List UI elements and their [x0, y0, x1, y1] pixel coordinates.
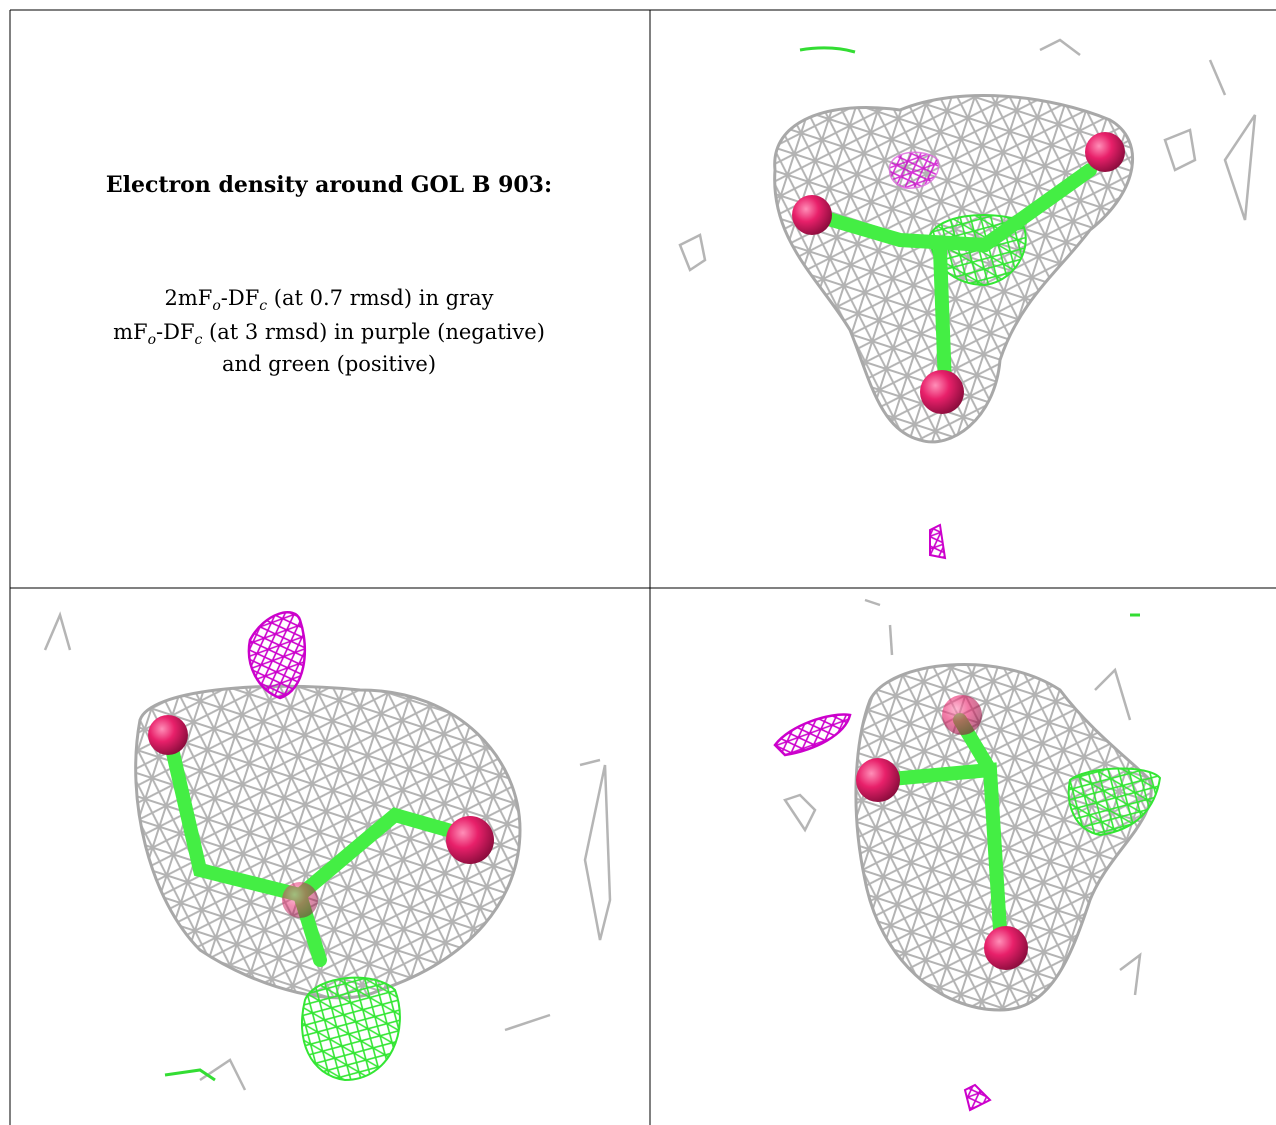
- oxygen-atom: [1085, 132, 1125, 172]
- positive-density-mesh: [300, 976, 401, 1082]
- oxygen-atom: [856, 758, 900, 802]
- oxygen-atom: [446, 816, 494, 864]
- caption-line-gray: 2mFo-DFc (at 0.7 rmsd) in gray: [164, 286, 494, 315]
- view-bottom-right: [773, 598, 1162, 1112]
- negative-density-mesh: [888, 151, 940, 189]
- view-bottom-left: [43, 611, 612, 1091]
- gray-density-mesh: [134, 684, 522, 1000]
- negative-density-mesh: [773, 713, 852, 757]
- gray-density-mesh: [854, 663, 1153, 1012]
- negative-density-mesh: [247, 611, 307, 700]
- positive-density-mesh: [1067, 767, 1162, 837]
- panel-grid: [9, 9, 1276, 1125]
- glycerol-bonds: [808, 163, 1097, 392]
- caption-line-positive: and green (positive): [221, 352, 437, 376]
- oxygen-atom: [984, 926, 1028, 970]
- caption-panel: Electron density around GOL B 903: 2mFo-…: [10, 0, 648, 588]
- oxygen-atom: [148, 715, 188, 755]
- view-top-right: [678, 38, 1257, 560]
- oxygen-atom: [920, 370, 964, 414]
- figure-title: Electron density around GOL B 903:: [105, 172, 553, 198]
- caption-line-difference: mFo-DFc (at 3 rmsd) in purple (negative): [113, 320, 545, 349]
- oxygen-atom: [792, 195, 832, 235]
